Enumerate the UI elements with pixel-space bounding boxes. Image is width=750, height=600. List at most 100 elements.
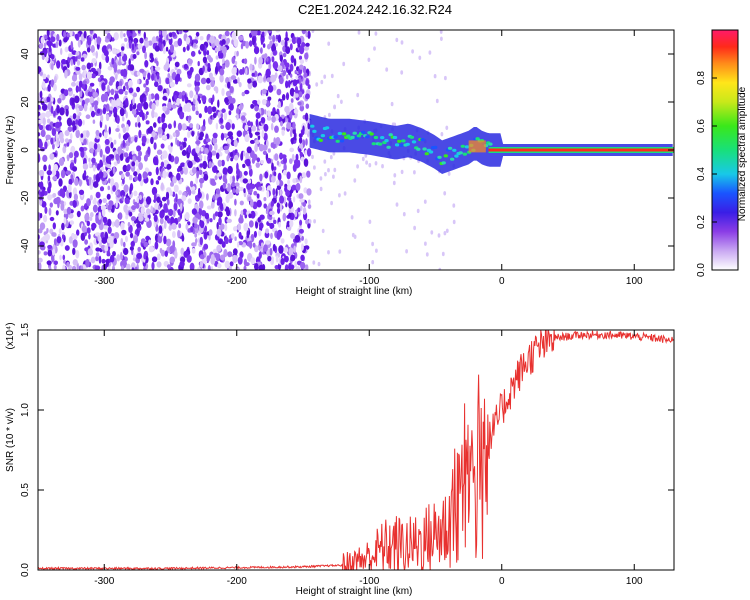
noise-speckle xyxy=(38,132,41,137)
noise-speckle xyxy=(120,222,125,230)
noise-speckle xyxy=(231,181,236,188)
noise-speckle xyxy=(210,76,215,82)
noise-speckle xyxy=(329,155,333,160)
noise-speckle xyxy=(189,90,194,99)
noise-speckle xyxy=(121,229,127,236)
noise-speckle xyxy=(153,142,157,150)
noise-speckle xyxy=(84,213,90,222)
noise-speckle xyxy=(292,196,296,203)
noise-speckle xyxy=(138,129,142,139)
noise-speckle xyxy=(263,75,267,82)
ridge-speckle xyxy=(386,145,391,149)
noise-speckle xyxy=(136,253,142,259)
noise-speckle xyxy=(182,141,187,148)
ridge-speckle xyxy=(397,139,402,143)
noise-speckle xyxy=(128,211,133,217)
noise-speckle xyxy=(89,212,94,218)
snr-line xyxy=(38,330,674,570)
noise-speckle xyxy=(73,193,78,201)
noise-speckle xyxy=(44,141,48,150)
noise-speckle xyxy=(60,202,65,211)
noise-speckle xyxy=(193,42,197,48)
noise-speckle xyxy=(95,50,98,59)
noise-speckle xyxy=(190,50,196,57)
noise-speckle xyxy=(206,54,212,61)
noise-speckle xyxy=(146,111,149,116)
noise-speckle xyxy=(178,223,182,229)
noise-speckle xyxy=(258,229,262,237)
spectrogram-y-axis-label: Frequency (Hz) xyxy=(5,116,16,185)
noise-speckle xyxy=(151,131,156,138)
noise-speckle xyxy=(143,212,148,219)
noise-speckle xyxy=(185,223,189,230)
noise-speckle xyxy=(291,36,297,45)
noise-speckle xyxy=(38,257,43,263)
noise-speckle xyxy=(243,170,248,176)
noise-speckle xyxy=(153,122,157,128)
noise-speckle xyxy=(64,46,69,53)
noise-speckle xyxy=(95,252,100,257)
noise-speckle xyxy=(38,140,43,149)
noise-speckle xyxy=(51,248,56,256)
noise-speckle xyxy=(98,211,102,220)
ridge-speckle xyxy=(488,142,493,146)
noise-speckle xyxy=(171,222,177,230)
noise-speckle xyxy=(97,235,100,242)
snr-panel: -300 -200 -100 0 100 0.0 0.5 1.0 1.5 Height of s… xyxy=(5,322,675,597)
colorbar-tick-label: 0.6 xyxy=(696,119,707,133)
noise-speckle xyxy=(333,167,337,173)
noise-speckle xyxy=(219,202,224,210)
noise-speckle xyxy=(299,198,305,203)
noise-speckle xyxy=(252,100,258,105)
noise-speckle xyxy=(198,207,202,216)
noise-speckle xyxy=(87,248,94,256)
noise-speckle xyxy=(174,250,178,259)
noise-speckle xyxy=(299,219,303,226)
noise-speckle xyxy=(194,213,201,219)
noise-speckle xyxy=(239,251,244,259)
noise-speckle xyxy=(136,103,143,111)
noise-speckle xyxy=(275,188,278,197)
noise-speckle xyxy=(88,233,91,240)
noise-speckle xyxy=(101,265,104,270)
noise-speckle xyxy=(136,168,140,174)
noise-speckle xyxy=(151,186,158,196)
noise-speckle xyxy=(99,148,103,158)
noise-speckle xyxy=(200,77,207,85)
noise-speckle xyxy=(215,87,219,94)
noise-speckle xyxy=(227,251,233,258)
ridge-speckle xyxy=(454,154,459,158)
ridge-speckle xyxy=(361,130,366,134)
noise-speckle xyxy=(48,164,51,172)
noise-speckle xyxy=(98,198,103,204)
noise-speckle xyxy=(305,264,309,270)
ridge-speckle xyxy=(312,129,317,133)
noise-speckle xyxy=(209,218,213,223)
noise-speckle xyxy=(44,34,48,40)
noise-speckle xyxy=(210,150,217,156)
noise-speckle xyxy=(234,149,238,154)
noise-speckle xyxy=(168,135,173,140)
noise-speckle xyxy=(106,252,111,257)
ridge-speckle xyxy=(352,131,357,135)
noise-speckle xyxy=(249,240,253,249)
noise-speckle xyxy=(144,51,148,60)
noise-speckle xyxy=(112,264,115,270)
noise-speckle xyxy=(199,254,205,260)
noise-speckle xyxy=(43,42,47,48)
noise-speckle xyxy=(356,164,359,169)
noise-speckle xyxy=(298,76,302,85)
noise-speckle xyxy=(127,79,133,88)
noise-speckle xyxy=(206,205,212,210)
noise-speckle xyxy=(95,255,99,262)
noise-speckle xyxy=(124,37,128,42)
noise-speckle xyxy=(157,85,163,92)
noise-speckle xyxy=(91,73,96,79)
noise-speckle xyxy=(239,200,244,206)
noise-speckle xyxy=(86,62,92,70)
noise-speckle xyxy=(226,138,232,144)
noise-speckle xyxy=(222,46,227,54)
noise-speckle xyxy=(58,157,65,166)
noise-speckle xyxy=(185,36,191,45)
noise-speckle xyxy=(123,241,126,248)
